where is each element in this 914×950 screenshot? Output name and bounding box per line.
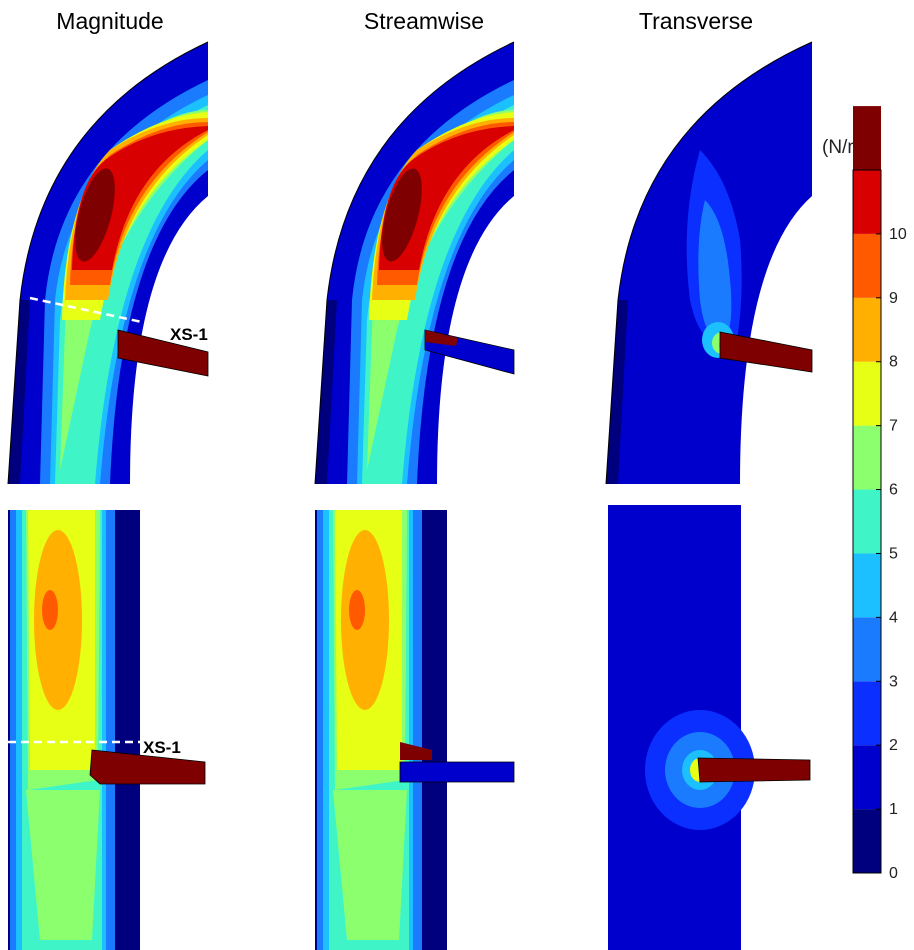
magnitude-bend-xs1-line	[29, 296, 171, 330]
colorbar-swatch	[853, 361, 881, 426]
colorbar-swatch	[853, 297, 881, 362]
colorbar-border	[852, 169, 882, 874]
colorbar-swatch	[853, 425, 881, 490]
transverse-bend-contours	[606, 42, 812, 484]
colorbar-tick-label: 7	[889, 418, 898, 435]
magnitude-bend-xs1-label: XS-1	[170, 325, 208, 344]
title-streamwise: Streamwise	[363, 8, 485, 34]
colorbar-swatch	[853, 745, 881, 810]
colorbar-swatch	[853, 170, 881, 234]
colorbar-swatch	[853, 617, 881, 682]
transverse-bend-outer-bank	[605, 41, 813, 485]
magnitude-straight-xs1-label: XS-1	[143, 738, 181, 757]
colorbar-tick-label: 6	[889, 482, 898, 499]
colorbar-swatch	[853, 553, 881, 618]
magnitude-straight-contours	[8, 510, 140, 950]
colorbar-tick-label: 0	[889, 865, 898, 882]
title-transverse: Transverse	[638, 8, 754, 34]
streamwise-straight-contours	[315, 510, 447, 950]
colorbar-swatch	[853, 233, 881, 298]
colorbar-tick-label: 1	[889, 801, 898, 818]
streamwise-bend-contours	[315, 42, 514, 484]
colorbar-swatch	[853, 681, 881, 746]
magnitude-bend-outer-bank	[7, 41, 209, 485]
colorbar-swatch	[853, 809, 881, 873]
colorbar-tick-label: 4	[889, 609, 898, 626]
title-magnitude: Magnitude	[56, 8, 164, 34]
magnitude-bend-structure	[117, 329, 209, 377]
colorbar-swatch	[853, 106, 881, 170]
streamwise-straight-structure	[399, 761, 515, 783]
transverse-straight-structure	[697, 757, 811, 783]
colorbar-tick-label: 10	[889, 226, 907, 243]
streamwise-bend-outer-bank	[314, 41, 515, 485]
magnitude-bend-contours	[8, 42, 208, 484]
colorbar-tick-label: 8	[889, 354, 898, 371]
colorbar-swatch	[853, 489, 881, 554]
colorbar-tick-label: 5	[889, 545, 898, 562]
colorbar-tick-label: 9	[889, 290, 898, 307]
transverse-bend-structure	[719, 331, 813, 373]
streamwise-bend-structure-tip	[425, 330, 458, 346]
transverse-straight-contours	[608, 505, 755, 950]
colorbar: 0 1 2 3 4 5 6 7 8 9 10	[852, 106, 907, 882]
colorbar-tick-label: 3	[889, 673, 898, 690]
streamwise-straight-structure-tip	[400, 742, 432, 760]
colorbar-tick-label: 2	[889, 737, 898, 754]
magnitude-straight-structure	[89, 749, 206, 785]
